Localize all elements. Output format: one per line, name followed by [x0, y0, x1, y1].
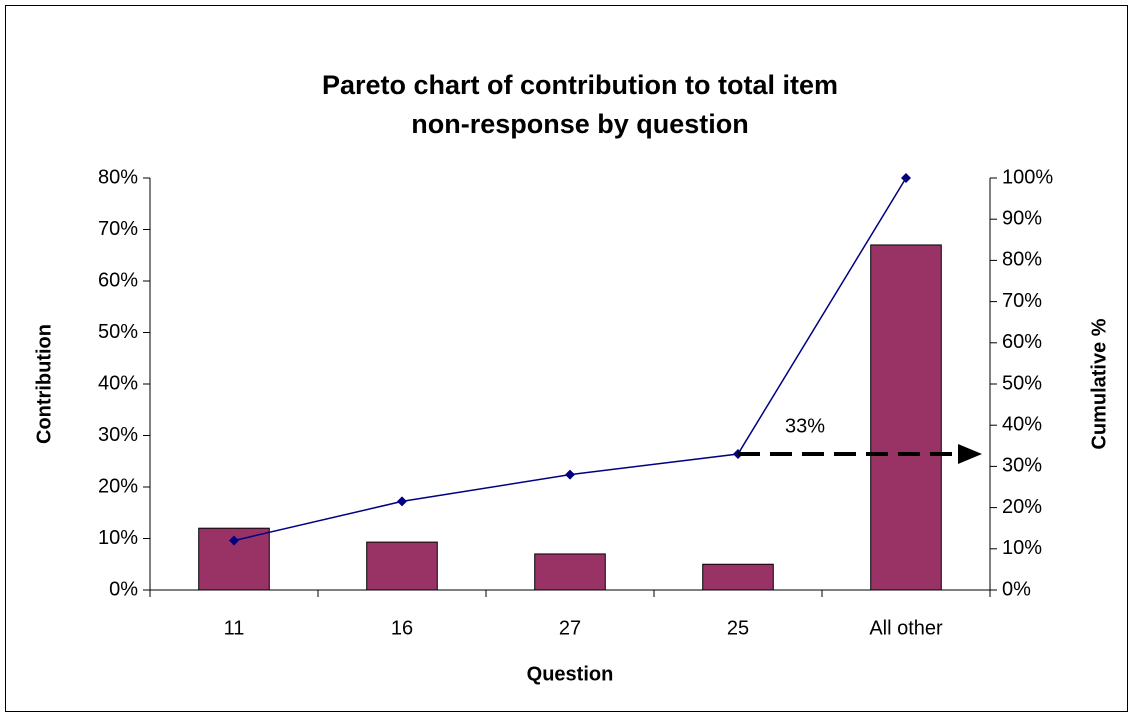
chart-title: non-response by question: [411, 109, 749, 139]
y2-tick-label: 80%: [1002, 249, 1042, 271]
y2-tick-label: 10%: [1002, 537, 1042, 559]
x-axis-title: Question: [527, 663, 614, 685]
y-tick-label: 50%: [98, 321, 138, 343]
y2-tick-label: 60%: [1002, 331, 1042, 353]
y-tick-label: 20%: [98, 475, 138, 497]
chart-title: Pareto chart of contribution to total it…: [322, 70, 838, 100]
line-marker: [901, 173, 911, 183]
y2-axis-title: Cumulative %: [1088, 318, 1110, 449]
y2-tick-label: 90%: [1002, 207, 1042, 229]
y2-tick-label: 50%: [1002, 372, 1042, 394]
line-marker: [229, 535, 239, 546]
y2-tick-label: 100%: [1002, 166, 1053, 188]
y2-tick-label: 40%: [1002, 413, 1042, 435]
y-tick-label: 0%: [109, 578, 138, 600]
x-tick-label: 25: [727, 617, 749, 639]
y2-tick-label: 30%: [1002, 455, 1042, 477]
y-tick-label: 10%: [98, 527, 138, 549]
bar: [534, 553, 606, 591]
bar: [366, 541, 438, 591]
bar: [870, 244, 942, 591]
line-marker: [397, 496, 407, 507]
x-tick-label: 11: [224, 617, 245, 639]
annotation: 33%: [785, 415, 825, 437]
y2-tick-label: 0%: [1002, 578, 1031, 600]
y2-tick-label: 70%: [1002, 290, 1042, 312]
y-tick-label: 30%: [98, 424, 138, 446]
y-tick-label: 60%: [98, 269, 138, 291]
bar: [702, 563, 774, 591]
line-marker: [565, 469, 575, 480]
x-tick-label: 27: [559, 617, 581, 639]
y2-tick-label: 20%: [1002, 496, 1042, 518]
y-tick-label: 40%: [98, 372, 138, 394]
x-tick-label: 16: [391, 617, 413, 639]
x-tick-label: All other: [869, 617, 943, 639]
annotation-arrowhead: [958, 444, 982, 465]
y-axis-title: Contribution: [33, 324, 55, 444]
y-tick-label: 80%: [98, 166, 138, 188]
y-tick-label: 70%: [98, 218, 138, 240]
